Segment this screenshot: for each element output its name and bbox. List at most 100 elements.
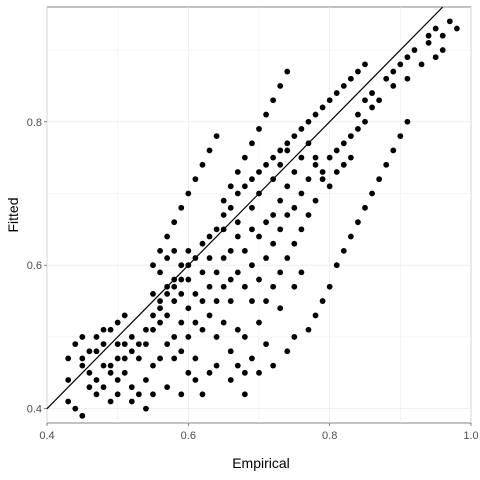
data-point — [199, 298, 206, 304]
data-point — [227, 183, 234, 190]
data-point — [241, 154, 248, 161]
data-point — [298, 190, 305, 197]
data-point — [369, 190, 375, 197]
data-point — [213, 362, 220, 369]
x-tick-label: 0.8 — [322, 430, 337, 442]
x-tick-label: 0.4 — [39, 430, 54, 442]
data-point — [192, 319, 199, 326]
data-point — [100, 341, 107, 348]
data-point — [185, 190, 192, 197]
data-point — [291, 240, 298, 247]
x-axis-ticks: 0.4 0.6 0.8 1.0 — [39, 423, 479, 442]
data-point — [79, 334, 86, 340]
data-point — [340, 161, 347, 168]
data-point — [305, 118, 312, 125]
data-point — [284, 147, 291, 154]
data-point — [439, 47, 446, 53]
data-point — [263, 219, 269, 226]
data-point — [291, 133, 298, 140]
data-point — [213, 334, 220, 340]
data-point — [192, 255, 199, 261]
data-point — [355, 126, 361, 132]
data-point — [390, 147, 397, 154]
data-point — [263, 341, 269, 348]
data-point — [157, 269, 163, 276]
data-point — [213, 133, 220, 140]
data-point — [128, 384, 135, 391]
data-point — [241, 183, 248, 190]
data-point — [305, 212, 312, 218]
data-point — [355, 68, 361, 75]
data-point — [157, 247, 163, 254]
data-point — [277, 147, 284, 154]
data-point — [249, 262, 255, 269]
data-point — [107, 398, 114, 405]
data-point — [72, 341, 79, 348]
data-point — [425, 32, 432, 39]
x-tick-label: 0.6 — [181, 430, 196, 442]
data-point — [333, 169, 340, 175]
data-point — [65, 377, 72, 383]
data-points — [65, 18, 460, 419]
data-point — [270, 154, 277, 161]
data-point — [256, 126, 262, 132]
data-point — [128, 398, 135, 405]
data-point — [347, 133, 354, 140]
data-point — [171, 298, 178, 304]
data-point — [319, 298, 326, 304]
data-point — [256, 190, 262, 197]
data-point — [277, 197, 284, 204]
data-point — [171, 334, 178, 340]
data-point — [347, 154, 354, 161]
data-point — [319, 176, 326, 183]
data-point — [192, 355, 199, 362]
data-point — [199, 326, 206, 333]
data-point — [298, 269, 305, 276]
data-point — [121, 355, 128, 362]
data-point — [234, 219, 241, 226]
data-point — [213, 269, 220, 276]
data-point — [291, 204, 298, 211]
data-point — [241, 334, 248, 340]
data-point — [199, 391, 206, 398]
data-point — [312, 111, 319, 118]
data-point — [277, 269, 284, 276]
data-point — [376, 176, 383, 183]
data-point — [79, 412, 86, 419]
data-point — [79, 355, 86, 362]
data-point — [143, 341, 149, 348]
data-point — [93, 334, 100, 340]
data-point — [143, 405, 149, 412]
data-point — [256, 369, 262, 376]
data-point — [397, 133, 404, 140]
data-point — [164, 283, 171, 290]
data-point — [114, 355, 121, 362]
data-point — [185, 305, 192, 312]
data-point — [418, 61, 425, 68]
data-point — [185, 334, 192, 340]
data-point — [220, 255, 227, 261]
data-point — [199, 269, 206, 276]
data-point — [298, 126, 305, 132]
data-point — [178, 391, 185, 398]
data-point — [150, 312, 156, 319]
data-point — [453, 25, 460, 32]
data-point — [256, 276, 262, 283]
data-point — [164, 290, 171, 297]
x-axis-title: Empirical — [232, 455, 290, 471]
data-point — [227, 298, 234, 304]
data-point — [326, 183, 333, 190]
data-point — [86, 348, 93, 355]
data-point — [270, 176, 277, 183]
data-point — [220, 226, 227, 233]
data-point — [291, 334, 298, 340]
data-point — [213, 298, 220, 304]
data-point — [86, 384, 93, 391]
data-point — [432, 54, 439, 61]
y-tick-label: 0.6 — [27, 260, 42, 272]
data-point — [192, 176, 199, 183]
data-point — [256, 319, 262, 326]
data-point — [404, 118, 411, 125]
data-point — [333, 262, 340, 269]
data-point — [284, 68, 291, 75]
